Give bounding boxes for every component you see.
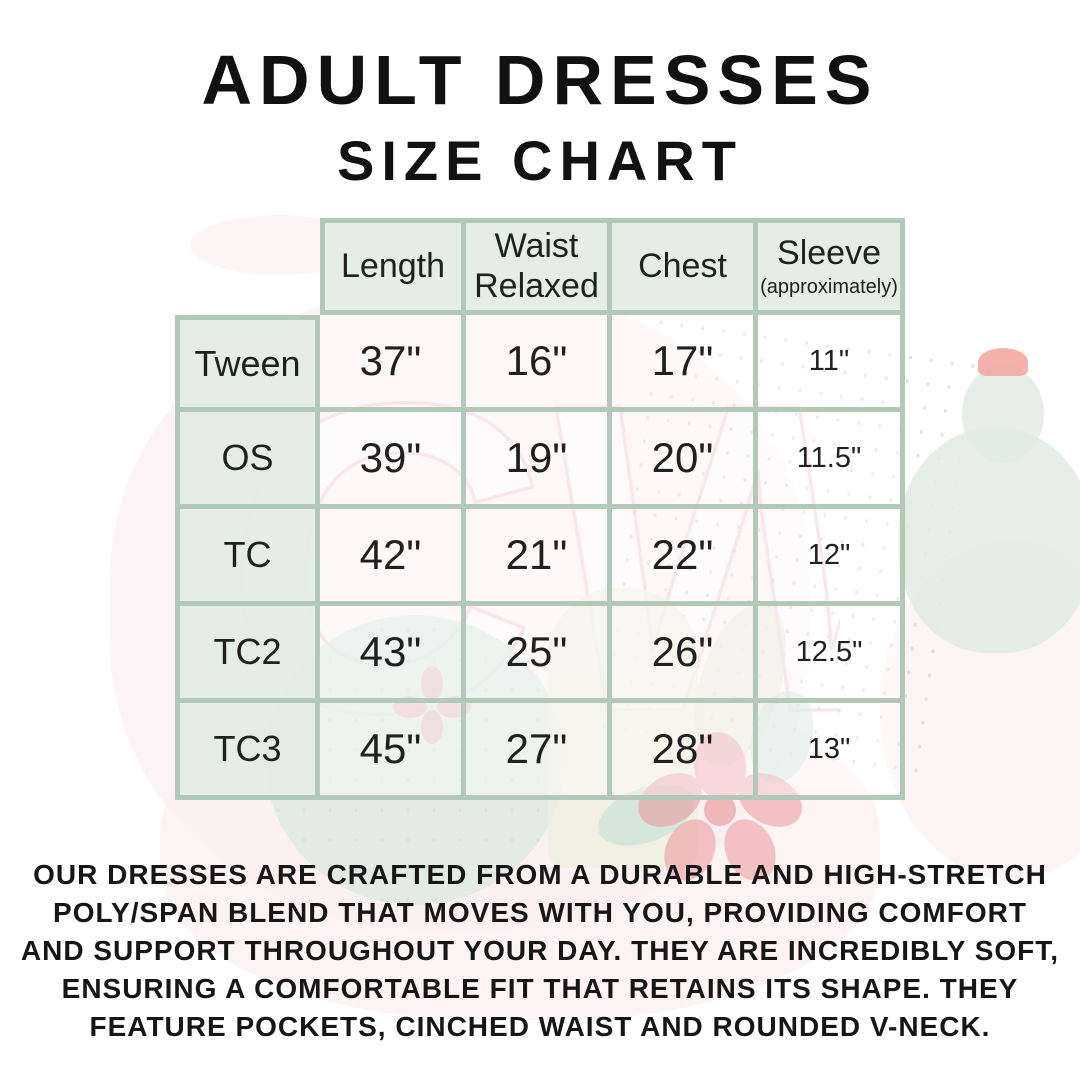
table-cell-chest: 22" — [612, 509, 758, 606]
table-cell-waist: 21" — [466, 509, 612, 606]
table-cell-sleeve: 11" — [758, 315, 905, 412]
row-label-tc: TC — [175, 509, 320, 606]
column-header-label: Relaxed — [474, 266, 599, 305]
table-cell-length: 43" — [320, 606, 466, 703]
cactus-illustration — [962, 365, 1044, 463]
table-cell-waist: 25" — [466, 606, 612, 703]
page-title: ADULT DRESSES SIZE CHART — [0, 0, 1080, 193]
title-line-1: ADULT DRESSES — [201, 41, 879, 119]
table-cell-chest: 26" — [612, 606, 758, 703]
table-cell-chest: 20" — [612, 412, 758, 509]
description-line: OUR DRESSES ARE CRAFTED FROM A DURABLE A… — [33, 859, 1047, 890]
description-line: AND SUPPORT THROUGHOUT YOUR DAY. THEY AR… — [20, 935, 1060, 966]
row-label-tc3: TC3 — [175, 703, 320, 800]
table-cell-length: 37" — [320, 315, 466, 412]
table-cell-sleeve: 13" — [758, 703, 905, 800]
table-cell-length: 45" — [320, 703, 466, 800]
table-cell-sleeve: 11.5" — [758, 412, 905, 509]
table-cell-length: 39" — [320, 412, 466, 509]
size-chart-table: Length Waist Relaxed Chest Sleeve (appro… — [175, 218, 905, 800]
table-cell-waist: 19" — [466, 412, 612, 509]
column-header-label: Chest — [638, 246, 727, 285]
table-cell-length: 42" — [320, 509, 466, 606]
description-line: POLY/SPAN BLEND THAT MOVES WITH YOU, PRO… — [53, 897, 1027, 928]
table-cell-sleeve: 12.5" — [758, 606, 905, 703]
row-label-os: OS — [175, 412, 320, 509]
cactus-flower-illustration — [978, 348, 1028, 376]
table-cell-waist: 27" — [466, 703, 612, 800]
cactus-illustration — [898, 428, 1080, 653]
column-header-sleeve: Sleeve (approximately) — [758, 218, 905, 315]
column-header-note: (approximately) — [760, 275, 898, 298]
column-header-label: Sleeve — [777, 234, 881, 273]
pink-wash-blob — [880, 540, 1080, 880]
column-header-label: Waist — [494, 227, 579, 266]
row-label-tween: Tween — [175, 315, 320, 412]
product-description: OUR DRESSES ARE CRAFTED FROM A DURABLE A… — [0, 856, 1080, 1046]
table-corner-blank — [175, 218, 320, 315]
table-cell-waist: 16" — [466, 315, 612, 412]
row-label-tc2: TC2 — [175, 606, 320, 703]
description-line: ENSURING A COMFORTABLE FIT THAT RETAINS … — [61, 973, 1019, 1004]
table-cell-sleeve: 12" — [758, 509, 905, 606]
column-header-waist-relaxed: Waist Relaxed — [466, 218, 612, 315]
title-line-2: SIZE CHART — [337, 129, 743, 192]
table-cell-chest: 17" — [612, 315, 758, 412]
description-line: FEATURE POCKETS, CINCHED WAIST AND ROUND… — [89, 1011, 991, 1042]
table-cell-chest: 28" — [612, 703, 758, 800]
column-header-chest: Chest — [612, 218, 758, 315]
column-header-length: Length — [320, 218, 466, 315]
column-header-label: Length — [341, 246, 445, 285]
